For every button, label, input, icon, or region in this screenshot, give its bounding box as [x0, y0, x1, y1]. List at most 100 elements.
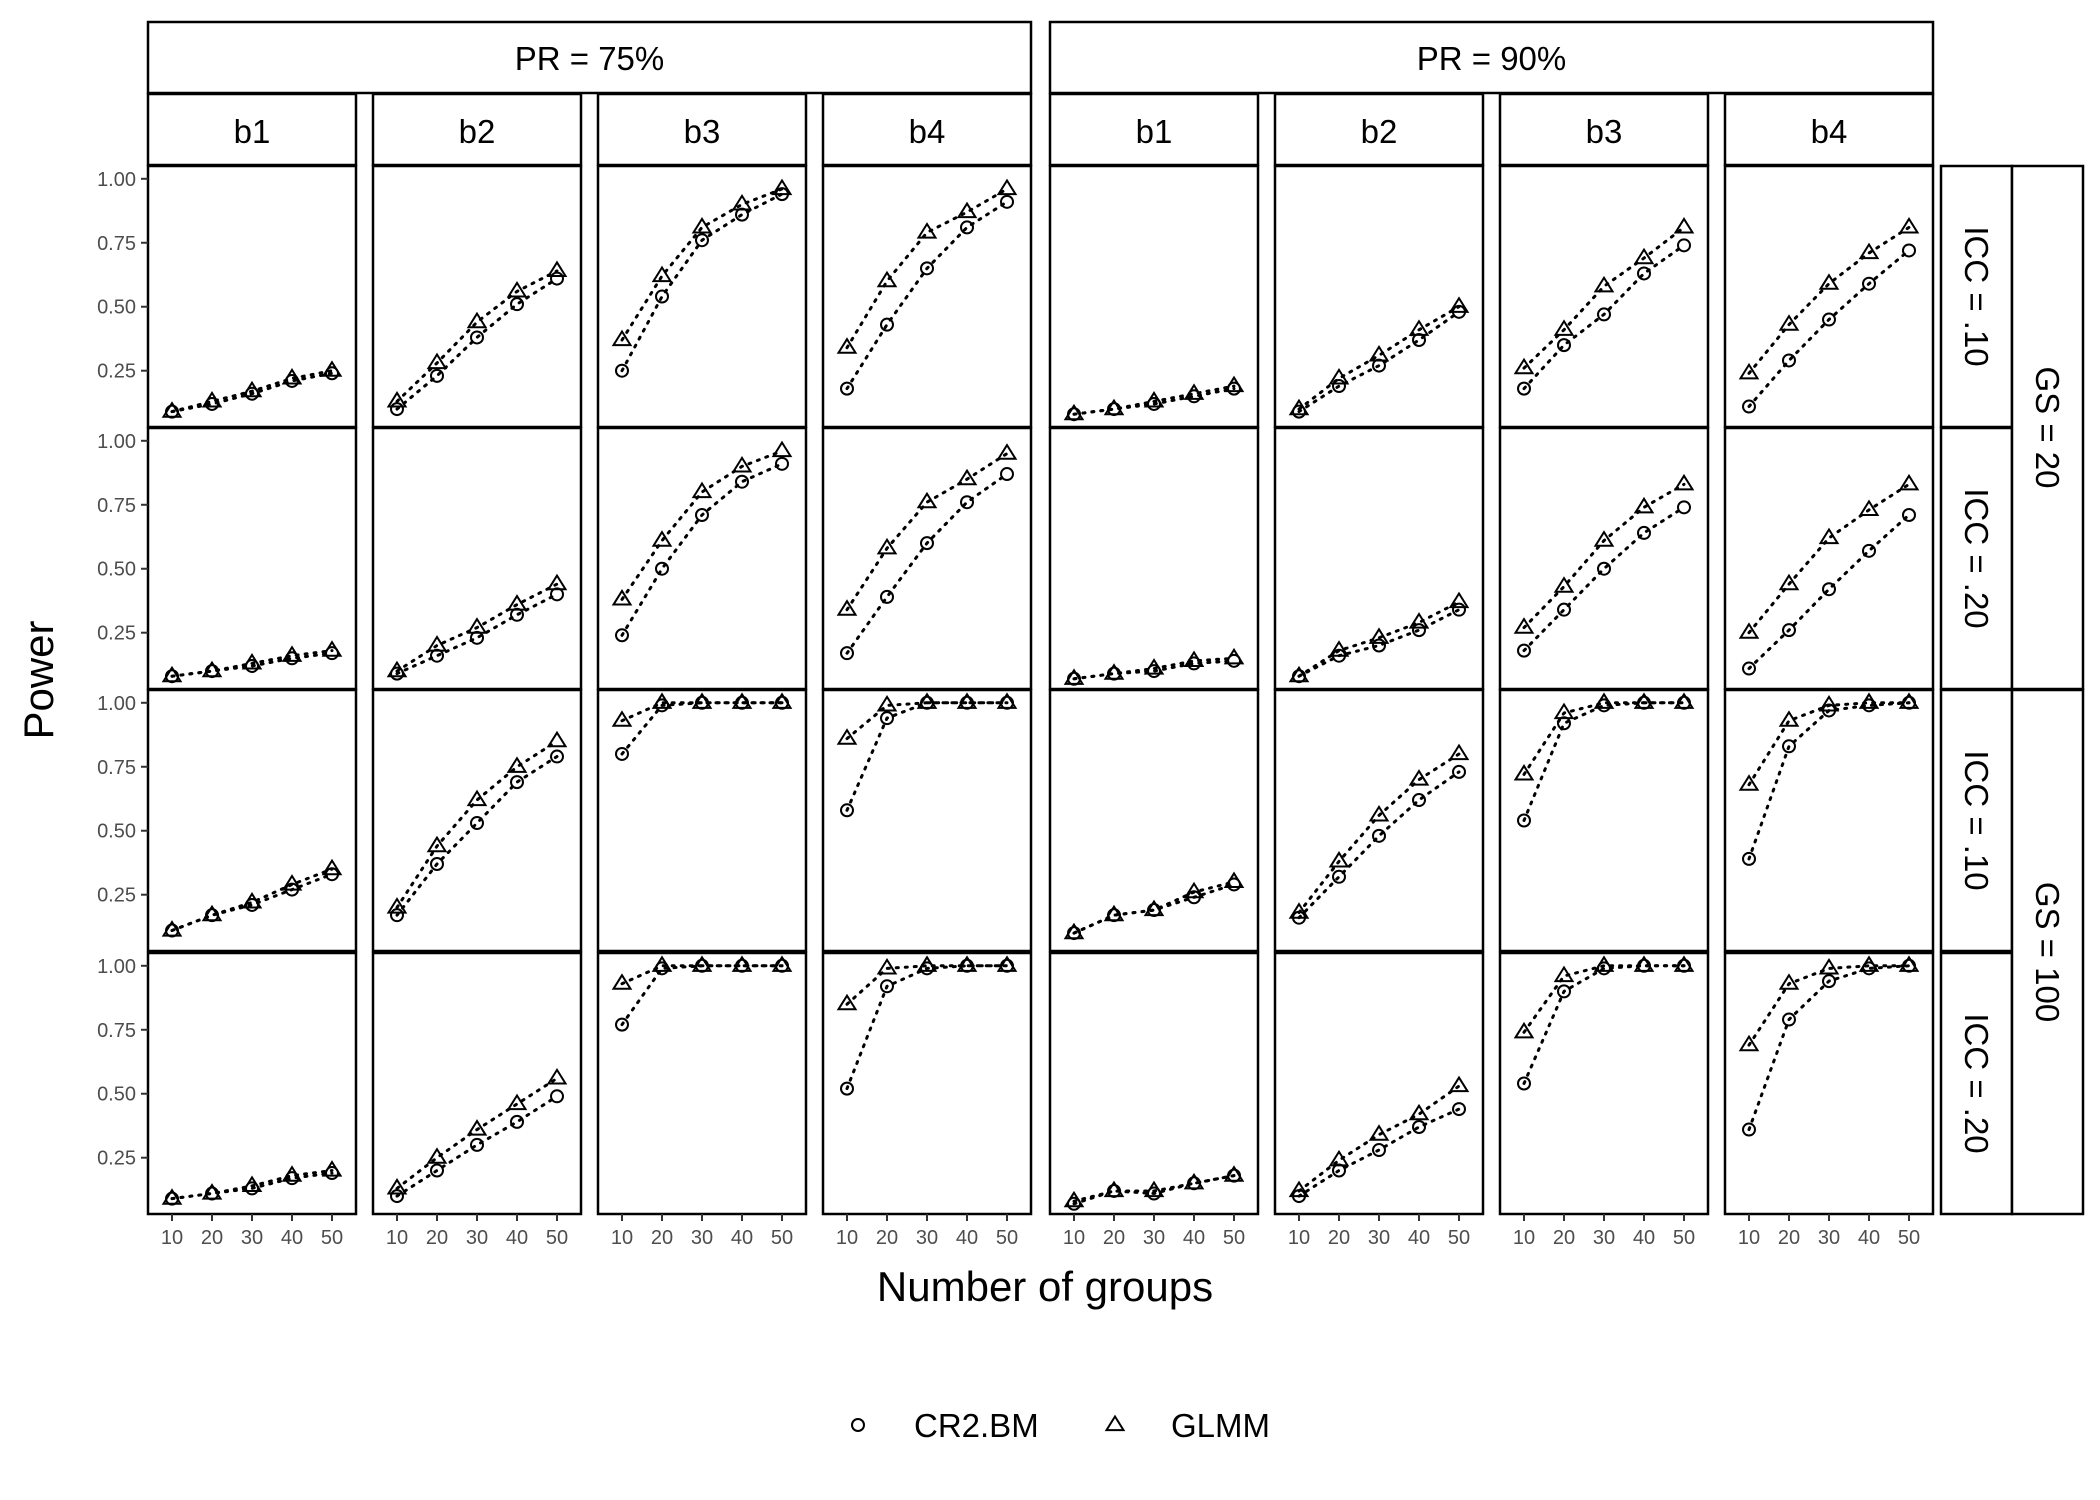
cr2bm-point	[840, 646, 854, 661]
panel-border	[1723, 426, 1935, 691]
glmm-point	[731, 455, 753, 473]
legend-triangle-icon	[1104, 1414, 1126, 1432]
glmm-line	[845, 187, 1009, 350]
cr2bm-point	[1742, 399, 1756, 414]
col-strip-label: b4	[1811, 113, 1848, 150]
glmm-point	[1738, 1034, 1760, 1052]
glmm-point	[281, 645, 303, 662]
glmm-point	[161, 401, 183, 418]
x-tick-label: 30	[916, 1227, 938, 1249]
panel	[1048, 164, 1260, 429]
cr2bm-line	[620, 192, 784, 373]
cr2bm-point	[1862, 276, 1876, 291]
panel-border	[1273, 164, 1485, 429]
x-tick-label: 30	[466, 1227, 488, 1249]
panel-border	[1048, 164, 1260, 429]
panel	[1048, 688, 1260, 953]
cr2bm-point	[1822, 312, 1836, 327]
panel	[1498, 426, 1710, 691]
x-tick-label: 20	[1328, 1227, 1350, 1249]
y-tick-label: 0.75	[97, 495, 136, 517]
x-tick-label: 20	[1778, 1227, 1800, 1249]
glmm-point	[876, 270, 898, 288]
cr2bm-point	[1557, 984, 1571, 999]
panel	[1723, 164, 1935, 429]
glmm-point	[1593, 275, 1615, 293]
panel	[371, 426, 583, 691]
glmm-point	[1898, 217, 1920, 234]
cr2bm-line	[1297, 1107, 1461, 1198]
cr2bm-point	[880, 317, 894, 332]
cr2bm-point	[615, 746, 629, 761]
glmm-point	[1183, 881, 1205, 899]
glmm-point	[1818, 957, 1840, 975]
panel	[821, 426, 1033, 691]
cr2bm-point	[695, 233, 709, 248]
glmm-point	[1513, 357, 1535, 375]
glmm-point	[1593, 955, 1615, 972]
panel-border	[371, 951, 583, 1216]
y-tick-label: 0.25	[97, 885, 136, 907]
panel	[1498, 951, 1710, 1216]
glmm-point	[1553, 576, 1575, 593]
panel-border	[821, 951, 1033, 1216]
panel	[146, 951, 358, 1216]
cr2bm-point	[615, 1017, 629, 1032]
panel	[146, 426, 358, 691]
glmm-line	[1072, 384, 1236, 416]
glmm-point	[1593, 530, 1615, 547]
x-tick-label: 10	[386, 1227, 408, 1249]
cr2bm-point	[470, 330, 484, 345]
glmm-point	[426, 352, 448, 370]
glmm-point	[1368, 1124, 1390, 1141]
panel-border	[146, 426, 358, 691]
glmm-point	[201, 904, 223, 922]
glmm-point	[611, 589, 633, 606]
x-tick-label: 50	[321, 1227, 343, 1249]
glmm-point	[996, 178, 1018, 196]
panel	[1723, 951, 1935, 1216]
glmm-point	[1898, 955, 1920, 972]
y-tick-label: 1.00	[97, 169, 136, 191]
glmm-point	[836, 728, 858, 745]
row-group-label: GS = 20	[2029, 367, 2066, 489]
panel-border	[1498, 164, 1710, 429]
x-tick-label: 40	[1858, 1227, 1880, 1249]
glmm-line	[1747, 701, 1911, 787]
panel-border	[1723, 951, 1935, 1216]
panel-border	[1273, 951, 1485, 1216]
glmm-point	[546, 1067, 568, 1085]
glmm-point	[1673, 217, 1695, 234]
cr2bm-point	[960, 495, 974, 510]
col-strip-label: b2	[1361, 113, 1398, 150]
glmm-point	[546, 260, 568, 278]
col-strip	[821, 92, 1033, 167]
cr2bm-point	[1742, 851, 1756, 866]
cr2bm-point	[1372, 638, 1386, 653]
glmm-point	[1063, 1190, 1085, 1208]
cr2bm-point	[1782, 739, 1796, 754]
glmm-point	[386, 897, 408, 914]
glmm-line	[1522, 225, 1686, 370]
cr2bm-point	[1517, 381, 1531, 396]
glmm-point	[281, 367, 303, 385]
cr2bm-point	[840, 803, 854, 818]
x-tick-label: 10	[836, 1227, 858, 1249]
cr2bm-point	[880, 711, 894, 726]
glmm-line	[1072, 1174, 1236, 1203]
glmm-point	[836, 337, 858, 354]
panel	[1723, 426, 1935, 691]
panel	[1273, 164, 1485, 429]
legend-label: GLMM	[1171, 1407, 1270, 1444]
glmm-point	[1103, 663, 1125, 680]
glmm-point	[1778, 710, 1800, 727]
glmm-point	[321, 858, 343, 876]
cr2bm-line	[1297, 770, 1461, 920]
glmm-point	[1778, 573, 1800, 591]
col-strip-label: b1	[1136, 113, 1173, 150]
x-tick-label: 30	[241, 1227, 263, 1249]
x-tick-label: 10	[161, 1227, 183, 1249]
glmm-point	[1408, 769, 1430, 786]
glmm-point	[731, 955, 753, 972]
